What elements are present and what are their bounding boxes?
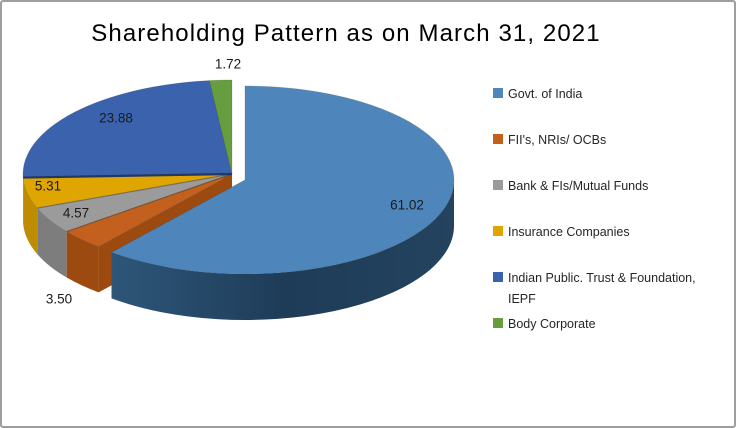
pie-slice-bank-fis-mutual-funds-side bbox=[37, 208, 67, 278]
legend-label: Govt. of India bbox=[508, 87, 583, 101]
slice-seam bbox=[23, 172, 233, 179]
legend-item-bank-fis-mutual-funds[interactable]: Bank & FIs/Mutual Funds bbox=[493, 176, 729, 222]
legend-label: Insurance Companies bbox=[508, 225, 630, 239]
legend-label: Bank & FIs/Mutual Funds bbox=[508, 179, 649, 193]
pie-slice-indian-public-trust-foundation-iepf[interactable] bbox=[22, 80, 233, 178]
legend-item-indian-public-trust-foundation-iepf[interactable]: Indian Public. Trust & Foundation, IEPF bbox=[493, 268, 729, 314]
pie-slice-insurance-companies-side bbox=[23, 177, 38, 255]
pie-slice-body-corporate[interactable] bbox=[209, 79, 233, 175]
legend: Govt. of India FII's, NRIs/ OCBs Bank & FI… bbox=[493, 84, 729, 360]
pie-slice-fii-s-nris-ocbs-side bbox=[66, 231, 99, 293]
legend-item-body-corporate[interactable]: Body Corporate bbox=[493, 314, 729, 360]
legend-label: FII's, NRIs/ OCBs bbox=[508, 133, 607, 147]
pie-slice-govt-of-india-side bbox=[111, 180, 454, 320]
legend-swatch bbox=[493, 318, 503, 328]
legend-item-govt-of-india[interactable]: Govt. of India bbox=[493, 84, 729, 130]
legend-swatch bbox=[493, 272, 503, 282]
slice-seam bbox=[37, 173, 233, 209]
legend-swatch bbox=[493, 88, 503, 98]
slice-seam bbox=[66, 173, 233, 233]
data-label-fii-s-nris-ocbs: 3.50 bbox=[46, 292, 72, 307]
chart-title: Shareholding Pattern as on March 31, 202… bbox=[91, 20, 601, 47]
data-label-insurance-companies: 5.31 bbox=[35, 179, 61, 194]
pie-slice-govt-of-india[interactable] bbox=[110, 85, 455, 275]
data-label-govt-of-india: 61.02 bbox=[390, 198, 424, 213]
legend-item-fii-s-nris-ocbs[interactable]: FII's, NRIs/ OCBs bbox=[493, 130, 729, 176]
legend-item-insurance-companies[interactable]: Insurance Companies bbox=[493, 222, 729, 268]
data-label-bank-fis-mutual-funds: 4.57 bbox=[63, 206, 89, 221]
legend-label: Indian Public. Trust & Foundation, IEPF bbox=[508, 271, 696, 306]
legend-label: Body Corporate bbox=[508, 317, 596, 331]
legend-swatch bbox=[493, 134, 503, 144]
data-label-indian-public-trust-foundation-iepf: 23.88 bbox=[99, 111, 133, 126]
legend-swatch bbox=[493, 226, 503, 236]
data-label-body-corporate: 1.72 bbox=[215, 57, 241, 72]
legend-swatch bbox=[493, 180, 503, 190]
